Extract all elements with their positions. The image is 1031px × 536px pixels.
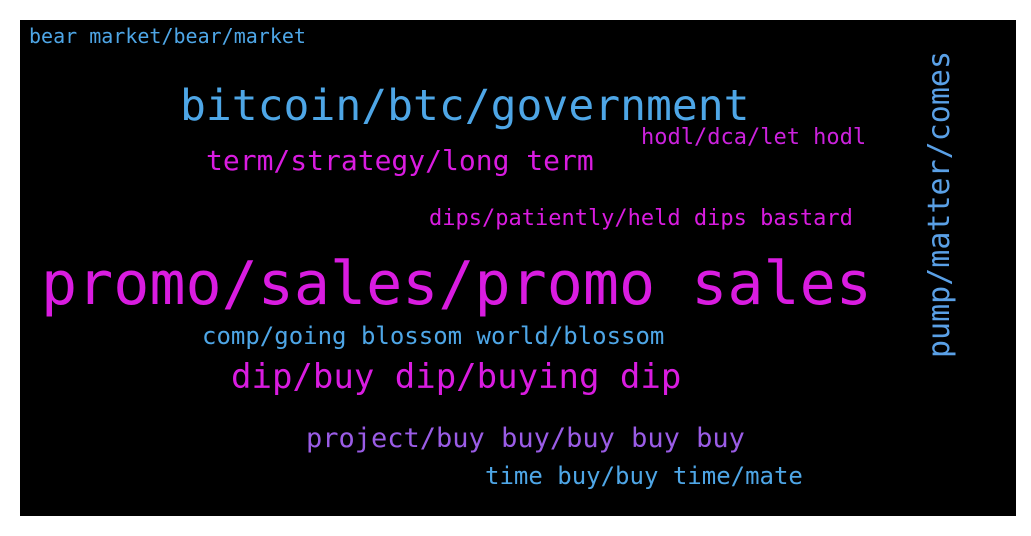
word-time-buy: time buy/buy time/mate [485, 462, 803, 490]
word-bitcoin: bitcoin/btc/government [180, 81, 750, 131]
word-comp-blossom: comp/going blossom world/blossom [202, 322, 665, 350]
word-dips-patiently: dips/patiently/held dips bastard [429, 206, 853, 231]
word-promo-sales: promo/sales/promo sales [41, 249, 872, 319]
word-dip-buy: dip/buy dip/buying dip [231, 357, 682, 397]
word-project-buy: project/buy buy/buy buy buy [306, 423, 745, 454]
word-bear-market: bear market/bear/market [29, 24, 306, 48]
word-term-strategy: term/strategy/long term [206, 144, 594, 177]
word-hodl: hodl/dca/let hodl [641, 125, 867, 150]
word-pump-matter: pump/matter/comes [922, 50, 957, 358]
word-cloud: bear market/bear/market bitcoin/btc/gove… [20, 20, 1016, 516]
